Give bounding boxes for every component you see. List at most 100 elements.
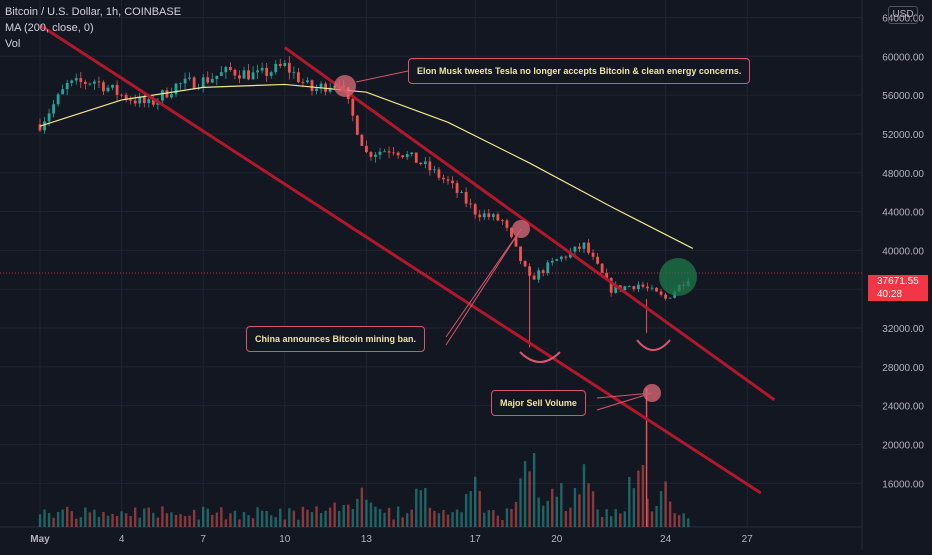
- volume-bar: [578, 494, 581, 527]
- volume-bar: [446, 514, 450, 527]
- bar-countdown: 40:28: [877, 289, 903, 300]
- y-tick-label: 48000.00: [882, 169, 924, 180]
- volume-bar: [319, 513, 323, 527]
- candle-body: [297, 72, 300, 83]
- volume-bar: [406, 513, 409, 527]
- volume-bar: [93, 509, 96, 527]
- candle-body: [151, 99, 155, 105]
- volume-bar: [437, 513, 441, 527]
- last-price-value: 37671.55: [877, 276, 919, 287]
- candle-body: [641, 284, 645, 287]
- volume-bar: [301, 506, 305, 527]
- candle-body: [247, 70, 250, 80]
- volume-bar: [510, 508, 513, 527]
- currency-button[interactable]: USD: [888, 6, 918, 24]
- volume-bar: [247, 515, 250, 527]
- y-tick-label: 64000.00: [882, 13, 924, 24]
- volume-bar: [433, 510, 436, 527]
- candle-body: [111, 84, 114, 88]
- candle-body: [165, 90, 169, 98]
- candle-body: [188, 77, 191, 79]
- candle-body: [210, 79, 214, 83]
- volume-bar: [387, 507, 391, 527]
- candle-body: [609, 278, 613, 293]
- volume-bar: [668, 501, 672, 527]
- candle-body: [637, 284, 640, 290]
- volume-bar: [469, 491, 472, 527]
- volume-bar: [564, 511, 568, 527]
- x-tick-label: 4: [119, 534, 125, 545]
- volume-bar: [161, 506, 164, 527]
- volume-bar: [401, 517, 404, 527]
- candle-body: [251, 72, 255, 80]
- candle-body: [464, 191, 468, 204]
- candle-body: [596, 256, 599, 264]
- volume-bar: [628, 476, 631, 527]
- x-tick-label: May: [30, 534, 50, 545]
- candle-body: [43, 121, 46, 131]
- volume-bar: [392, 519, 395, 527]
- candle-body: [532, 275, 536, 280]
- volume-bar: [111, 513, 114, 527]
- volume-bar: [492, 510, 495, 527]
- volume-bar: [324, 510, 327, 527]
- volume-bar: [70, 511, 73, 527]
- candle-body: [632, 286, 636, 290]
- candle-body: [161, 90, 164, 101]
- candle-body: [605, 272, 609, 279]
- annotation-china-ban[interactable]: China announces Bitcoin mining ban.: [246, 326, 426, 352]
- volume-bar: [306, 509, 309, 527]
- candle-body: [315, 88, 318, 91]
- volume-bar: [505, 508, 509, 527]
- candle-body: [627, 286, 631, 287]
- annotation-elon-musk[interactable]: Elon Musk tweets Tesla no longer accepts…: [408, 58, 751, 84]
- volume-bar: [115, 515, 119, 527]
- volume-bar: [174, 514, 178, 527]
- y-tick-label: 60000.00: [882, 52, 924, 63]
- candle-body: [559, 256, 563, 260]
- volume-bar: [211, 514, 214, 527]
- volume-bar: [106, 515, 110, 527]
- candle-body: [83, 81, 87, 84]
- annotation-sell-volume[interactable]: Major Sell Volume: [491, 390, 586, 416]
- y-tick-label: 16000.00: [882, 479, 924, 490]
- candle-body: [351, 98, 355, 116]
- volume-bar: [52, 517, 55, 527]
- volume-bar: [655, 506, 658, 527]
- channel-lower-line: [39, 23, 762, 495]
- candle-body: [283, 62, 287, 66]
- breakout-marker: [659, 258, 697, 296]
- candle-body: [219, 72, 223, 76]
- volume-bar: [192, 509, 196, 527]
- connector-china-ban-a: [445, 228, 522, 338]
- candle-body: [623, 286, 627, 291]
- volume-bar: [582, 464, 586, 527]
- candle-body: [442, 177, 445, 180]
- candle-body: [405, 154, 409, 158]
- volume-bar: [220, 507, 223, 527]
- volume-bar: [646, 498, 649, 527]
- volume-bar: [374, 506, 377, 527]
- candle-body: [215, 75, 219, 80]
- marker-elon-musk: [334, 75, 356, 97]
- volume-bar: [455, 509, 459, 527]
- volume-indicator-label: Vol: [5, 38, 21, 50]
- candle-body: [410, 152, 414, 155]
- candle-body: [555, 259, 559, 261]
- candle-body: [655, 287, 658, 292]
- y-tick-label: 28000.00: [882, 363, 924, 374]
- volume-bar: [623, 511, 626, 527]
- volume-bar: [356, 498, 359, 527]
- volume-bar: [551, 488, 554, 527]
- candle-body: [433, 169, 436, 171]
- candle-body: [269, 72, 273, 76]
- candle-body: [419, 162, 423, 165]
- volume-bar: [138, 517, 141, 527]
- volume-bar: [483, 512, 486, 527]
- volume-bar: [38, 514, 42, 527]
- candle-body: [115, 84, 119, 95]
- candle-body: [88, 83, 92, 85]
- volume-bar: [546, 500, 549, 527]
